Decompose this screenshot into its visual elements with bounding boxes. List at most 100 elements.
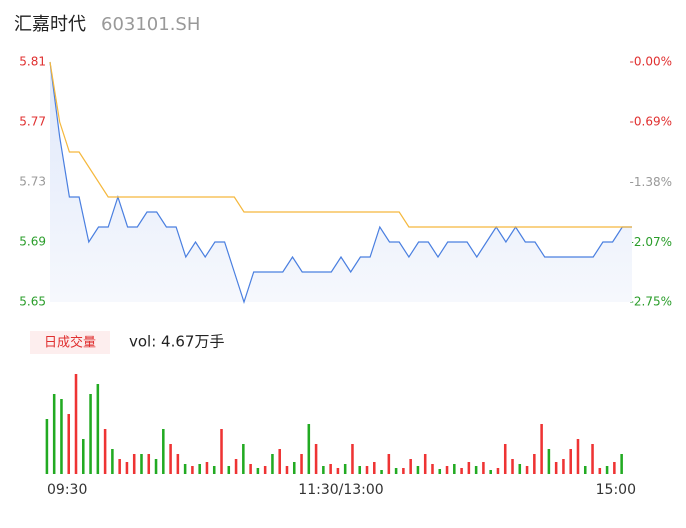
volume-bar [416,466,420,474]
volume-bar [503,444,507,474]
volume-bar [322,466,325,474]
volume-bar [176,454,180,474]
volume-bar [212,466,216,474]
y-tick-label: 5.69 [19,235,46,249]
y-tick-label: 5.81 [19,55,46,69]
volume-bar [278,449,281,474]
volume-bar [518,464,522,474]
price-line [49,61,632,304]
volume-bar [52,394,56,474]
volume-bar [482,462,485,474]
volume-bar [242,444,245,474]
volume-bar [307,424,311,474]
volume-bar [547,449,551,474]
volume-bar [423,454,427,474]
volume-bar [118,459,121,474]
volume-bar [576,439,580,474]
volume-bar [365,466,369,474]
volume-bar [111,449,114,474]
volume-bar [380,470,383,474]
volume-bar [605,466,609,474]
volume-bar [343,464,347,474]
volume-bar [198,464,201,474]
volume-bar [125,462,129,474]
volume-bar [147,454,151,474]
x-tick-label: 15:00 [596,482,636,498]
volume-bar [496,468,500,474]
volume-bar [300,454,303,474]
y2-tick-label: -1.38% [630,175,672,189]
volume-bar [489,470,492,474]
volume-bar [191,466,194,474]
volume-bar [598,468,602,474]
y-tick-label: 5.77 [19,115,46,129]
volume-bar [613,462,616,474]
volume-bar [292,462,296,474]
volume-bar [89,394,92,474]
volume-bar [431,464,434,474]
volume-bar [103,429,107,474]
volume-bar [227,466,231,474]
x-tick-label: 09:30 [47,482,87,498]
volume-bar [314,444,318,474]
volume-bar [154,459,158,474]
volume-bar [45,419,49,474]
volume-bar [387,454,391,474]
volume-bar [285,466,289,474]
volume-bar [402,468,405,474]
volume-bar [533,454,536,474]
volume-bar [540,424,543,474]
volume-bar [394,468,398,474]
volume-bar [60,399,63,474]
volume-bar [351,444,354,474]
volume-bar [220,429,223,474]
volume-bar [140,454,143,474]
volume-bar [511,459,514,474]
volume-bar [74,374,78,474]
volume-bar [438,469,442,474]
volume-bar [467,462,471,474]
y-tick-label: 5.65 [19,295,46,309]
volume-bar [373,462,376,474]
volume-bar [591,444,594,474]
volume-bar [336,468,340,474]
volume-bar [562,459,565,474]
volume-bar [569,449,572,474]
volume-bar [358,466,362,474]
volume-bar [162,429,165,474]
volume-bar [271,454,274,474]
volume-bar [132,454,136,474]
y2-tick-label: -0.69% [630,115,672,129]
volume-badge: 日成交量 [44,335,96,351]
price-area [50,62,632,302]
chart-title: 汇嘉时代 [14,14,86,35]
volume-label: vol: 4.67万手 [129,333,224,351]
y2-tick-label: -0.00% [630,55,672,69]
volume-bar [474,466,478,474]
volume-bar [169,444,172,474]
chart-subtitle: 603101.SH [101,14,200,35]
x-tick-label: 11:30/13:00 [298,482,383,498]
volume-badge-bg [30,331,110,354]
volume-bar [409,459,412,474]
volume-bar [620,454,623,474]
volume-bar [460,468,463,474]
y-tick-label: 5.73 [19,175,46,189]
volume-bar [67,414,71,474]
volume-bar [445,466,449,474]
volume-bar [205,462,209,474]
volume-bar [525,466,529,474]
volume-bar [183,464,187,474]
volume-bar [554,462,558,474]
volume-bar [234,459,238,474]
volume-bar [82,439,85,474]
volume-bar [263,466,267,474]
volume-bar [96,384,100,474]
y2-tick-label: -2.07% [630,235,672,249]
volume-bar [583,466,587,474]
y2-tick-label: -2.75% [630,295,672,309]
volume-bar [249,464,252,474]
volume-bar [256,468,260,474]
average-line [49,61,632,228]
